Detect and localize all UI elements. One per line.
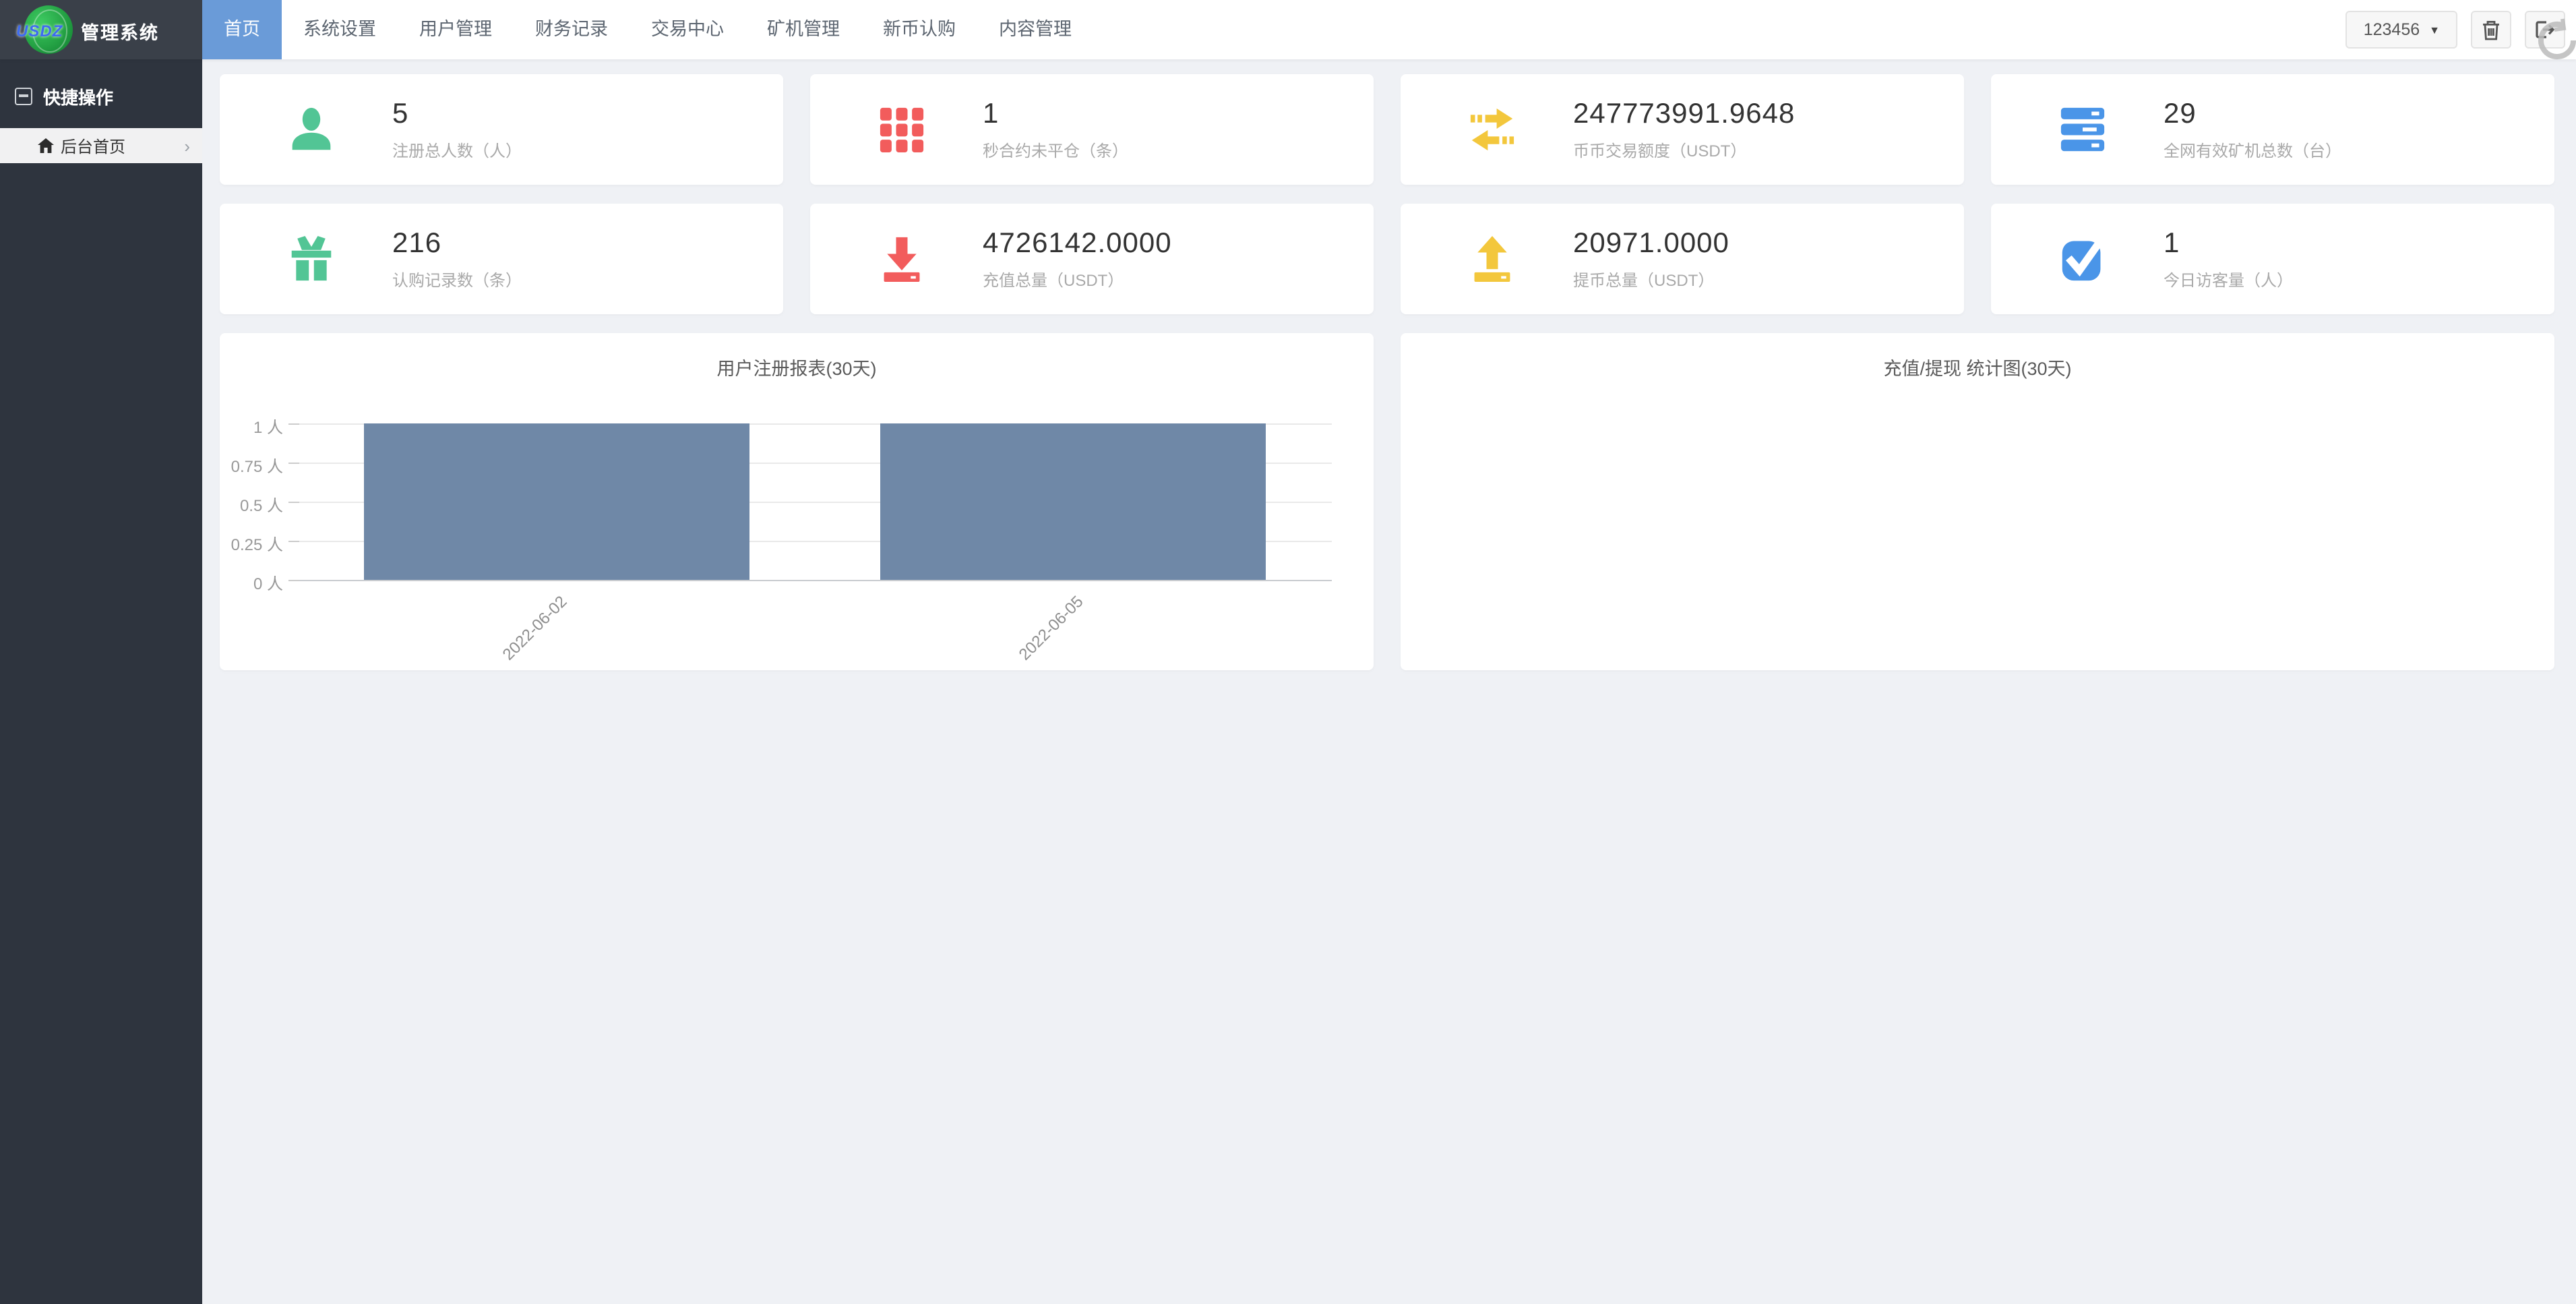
stat-card-open-contracts: 1 秒合约未平仓（条） <box>810 74 1374 185</box>
home-icon <box>38 138 54 154</box>
logout-button[interactable] <box>2525 11 2576 59</box>
y-tick-label: 0.75 人 <box>231 457 283 476</box>
server-icon <box>2058 105 2107 154</box>
stat-value: 5 <box>392 98 409 129</box>
stat-card-today-visitors: 1 今日访客量（人） <box>1991 204 2554 314</box>
stat-card-trade-volume: 247773991.9648 币币交易额度（USDT） <box>1401 74 1964 185</box>
nav-item-home[interactable]: 首页 <box>202 0 282 59</box>
nav-item-content-management[interactable]: 内容管理 <box>999 19 1072 39</box>
sidebar: 快捷操作 后台首页 › <box>0 59 202 1304</box>
main-content: 5 注册总人数（人） 1 秒合约未平仓（条） <box>202 59 2576 670</box>
refresh-overlay-icon <box>2534 18 2576 67</box>
topbar-actions: 123456 ▼ <box>2345 11 2576 59</box>
stat-label: 今日访客量（人） <box>2164 270 2294 289</box>
check-square-icon <box>2058 235 2107 283</box>
globe-logo-icon <box>24 5 73 54</box>
stat-label: 秒合约未平仓（条） <box>983 141 1129 160</box>
gridline <box>288 463 1332 464</box>
app-logo[interactable]: USDZ 管理系统 <box>0 0 202 59</box>
stat-card-registered-users: 5 注册总人数（人） <box>220 74 783 185</box>
chart-title: 充值/提现 统计图(30天) <box>1883 359 2072 379</box>
nav-item-user-management[interactable]: 用户管理 <box>419 19 492 39</box>
download-icon <box>878 235 926 283</box>
nav-item-trade-center[interactable]: 交易中心 <box>651 19 724 39</box>
stat-value: 1 <box>2164 227 2180 258</box>
upload-icon <box>1468 235 1516 283</box>
stat-card-total-withdrawals: 20971.0000 提币总量（USDT） <box>1401 204 1964 314</box>
stat-value: 216 <box>392 227 442 258</box>
y-tick-label: 1 人 <box>253 418 283 437</box>
stat-label: 充值总量（USDT） <box>983 270 1124 289</box>
chart-title: 用户注册报表(30天) <box>716 359 877 379</box>
x-tick-label: 2022-06-02 <box>499 592 571 664</box>
stat-label: 币币交易额度（USDT） <box>1573 141 1747 160</box>
nav-item-miner-management[interactable]: 矿机管理 <box>767 19 840 39</box>
sidebar-item-backend-home[interactable]: 后台首页 › <box>0 128 202 163</box>
brand-name: 管理系统 <box>81 23 159 43</box>
stat-label: 注册总人数（人） <box>392 141 522 160</box>
bar-2022-06-05[interactable] <box>880 423 1266 580</box>
stat-value: 247773991.9648 <box>1573 98 1796 129</box>
y-tick-label: 0.5 人 <box>239 496 283 515</box>
stat-card-active-miners: 29 全网有效矿机总数（台） <box>1991 74 2554 185</box>
chevron-right-icon: › <box>184 136 190 156</box>
sidebar-section-header[interactable]: 快捷操作 <box>0 59 202 109</box>
sidebar-item-label: 后台首页 <box>61 137 126 156</box>
sidebar-section-title: 快捷操作 <box>43 88 114 108</box>
chart-panels: 用户注册报表(30天) 1 人 0.75 人 0.5 人 0.25 人 0 人 … <box>220 333 2554 670</box>
gridline <box>288 423 1332 425</box>
x-tick-label: 2022-06-05 <box>1015 592 1087 664</box>
stat-card-subscription-records: 216 认购记录数（条） <box>220 204 783 314</box>
exchange-arrows-icon <box>1468 105 1516 154</box>
nav-item-finance-records[interactable]: 财务记录 <box>535 19 608 39</box>
bar-2022-06-02[interactable] <box>364 423 749 580</box>
chevron-down-icon: ▼ <box>2429 24 2440 36</box>
stat-label: 认购记录数（条） <box>392 270 522 289</box>
clear-cache-button[interactable] <box>2471 11 2511 49</box>
trash-icon <box>2480 18 2502 41</box>
stat-value: 29 <box>2164 98 2197 129</box>
stat-card-total-deposits: 4726142.0000 充值总量（USDT） <box>810 204 1374 314</box>
deposit-withdraw-chart-panel: 充值/提现 统计图(30天) <box>1401 333 2554 670</box>
username: 123456 <box>2363 20 2420 39</box>
stat-value: 4726142.0000 <box>983 227 1172 258</box>
y-tick-label: 0.25 人 <box>231 535 283 554</box>
bar-chart-plot: 1 人 0.75 人 0.5 人 0.25 人 0 人 2022-06-02 2… <box>231 418 1332 664</box>
gridline <box>288 502 1332 503</box>
y-tick-label: 0 人 <box>253 574 283 593</box>
stat-cards: 5 注册总人数（人） 1 秒合约未平仓（条） <box>220 74 2554 314</box>
stat-value: 1 <box>983 98 1000 129</box>
gridline <box>288 541 1332 542</box>
nav-item-new-coin-subscription[interactable]: 新币认购 <box>883 19 956 39</box>
stat-value: 20971.0000 <box>1573 227 1729 258</box>
x-axis-line <box>288 580 1332 581</box>
topbar: USDZ 管理系统 首页 系统设置 用户管理 财务记录 交易中心 矿机管理 新币… <box>0 0 2576 59</box>
stat-label: 全网有效矿机总数（台） <box>2164 141 2342 160</box>
stat-label: 提币总量（USDT） <box>1573 270 1715 289</box>
user-icon <box>287 105 336 154</box>
grid-icon <box>878 105 926 154</box>
top-navigation: 首页 系统设置 用户管理 财务记录 交易中心 矿机管理 新币认购 内容管理 <box>202 0 1093 59</box>
user-dropdown[interactable]: 123456 ▼ <box>2345 11 2457 49</box>
collapse-minus-icon <box>15 88 32 105</box>
brand-acronym: USDZ <box>16 22 63 40</box>
user-registration-chart-panel: 用户注册报表(30天) 1 人 0.75 人 0.5 人 0.25 人 0 人 … <box>220 333 1374 670</box>
nav-item-system-settings[interactable]: 系统设置 <box>303 19 376 39</box>
gift-icon <box>287 235 336 283</box>
